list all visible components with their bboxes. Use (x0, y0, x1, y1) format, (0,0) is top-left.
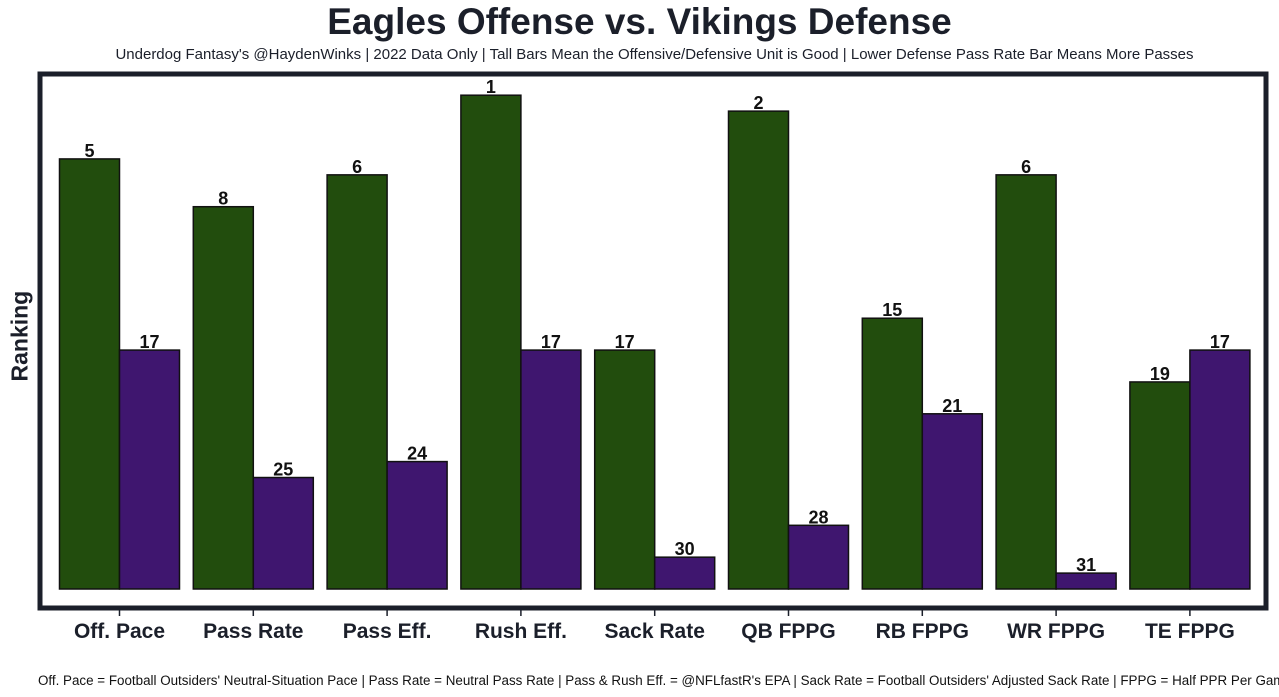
data-label: 31 (1076, 555, 1096, 575)
chart-subtitle: Underdog Fantasy's @HaydenWinks | 2022 D… (115, 46, 1194, 63)
bar-offense-pass-rate (192, 205, 255, 590)
data-label: 2 (753, 93, 763, 113)
chart-title: Eagles Offense vs. Vikings Defense (327, 1, 952, 42)
bar-defense-rush-eff- (520, 349, 582, 590)
bar-defense-rb-fppg (921, 413, 984, 590)
data-label: 24 (407, 444, 427, 464)
data-label: 30 (675, 539, 695, 559)
bar-defense-pass-eff- (386, 460, 448, 590)
bar-defense-off-pace (118, 349, 181, 590)
bar-defense-pass-rate (252, 476, 315, 590)
x-tick-label: QB FPPG (741, 620, 836, 643)
data-label: 17 (541, 332, 561, 352)
data-label: 6 (352, 157, 362, 177)
data-label: 1 (486, 77, 496, 97)
data-label: 5 (84, 141, 94, 161)
x-tick-label: Pass Rate (203, 620, 303, 643)
x-tick-label: Off. Pace (74, 620, 165, 643)
x-tick-label: Pass Eff. (343, 620, 432, 643)
bar-offense-wr-fppg (995, 174, 1057, 590)
bar-offense-rush-eff- (460, 94, 522, 590)
data-label: 28 (808, 507, 828, 527)
data-label: 21 (942, 396, 962, 416)
data-label: 17 (139, 332, 159, 352)
bar-defense-sack-rate (653, 556, 716, 590)
bar-defense-te-fppg (1189, 349, 1251, 590)
x-tick-label: WR FPPG (1007, 620, 1105, 643)
bar-defense-qb-fppg (787, 524, 850, 590)
x-tick-label: Rush Eff. (475, 620, 567, 643)
data-label: 25 (273, 460, 293, 480)
x-tick-label: TE FPPG (1145, 620, 1235, 643)
bar-offense-off-pace (58, 158, 121, 590)
chart-footnote: Off. Pace = Football Outsiders' Neutral-… (38, 673, 1279, 688)
bar-offense-pass-eff- (326, 174, 388, 590)
data-label: 19 (1150, 364, 1170, 384)
bar-offense-sack-rate (593, 349, 656, 590)
data-label: 17 (1210, 332, 1230, 352)
data-label: 15 (882, 300, 902, 320)
x-tick-label: Sack Rate (604, 620, 704, 643)
data-label: 6 (1021, 157, 1031, 177)
bar-offense-te-fppg (1129, 381, 1191, 590)
data-label: 17 (615, 332, 635, 352)
x-tick-label: RB FPPG (876, 620, 969, 643)
bar-offense-qb-fppg (727, 110, 790, 590)
data-label: 8 (218, 189, 228, 209)
bar-defense-wr-fppg (1055, 572, 1117, 590)
bar-offense-rb-fppg (861, 317, 924, 590)
plot-frame (37, 71, 1269, 611)
